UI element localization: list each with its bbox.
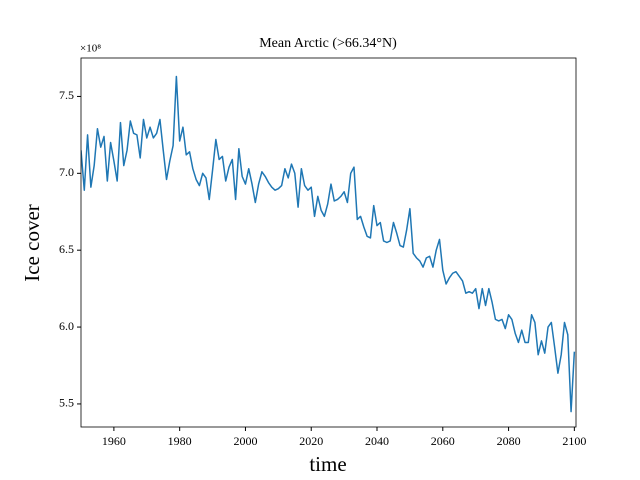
y-tick-label: 7.5 (59, 88, 74, 102)
x-tick-label: 2020 (299, 434, 323, 448)
data-line (81, 75, 576, 413)
x-tick-label: 1980 (168, 434, 192, 448)
x-tick-label: 2080 (497, 434, 521, 448)
x-tick-label: 2000 (233, 434, 257, 448)
y-tick-label: 5.5 (59, 396, 74, 410)
x-axis-label: time (309, 452, 346, 476)
y-axis-label: Ice cover (20, 204, 44, 282)
x-tick-label: 2040 (365, 434, 389, 448)
y-tick-label: 7.0 (59, 165, 74, 179)
x-tick-label: 2060 (431, 434, 455, 448)
plot-frame (80, 57, 577, 428)
y-tick-label: 6.5 (59, 242, 74, 256)
x-tick-label: 1960 (102, 434, 126, 448)
chart-title: Mean Arctic (>66.34°N) (259, 36, 397, 51)
x-tick-label: 2100 (562, 434, 586, 448)
y-tick-label: 6.0 (59, 319, 74, 333)
y-offset-label: ×10⁸ (80, 43, 101, 55)
